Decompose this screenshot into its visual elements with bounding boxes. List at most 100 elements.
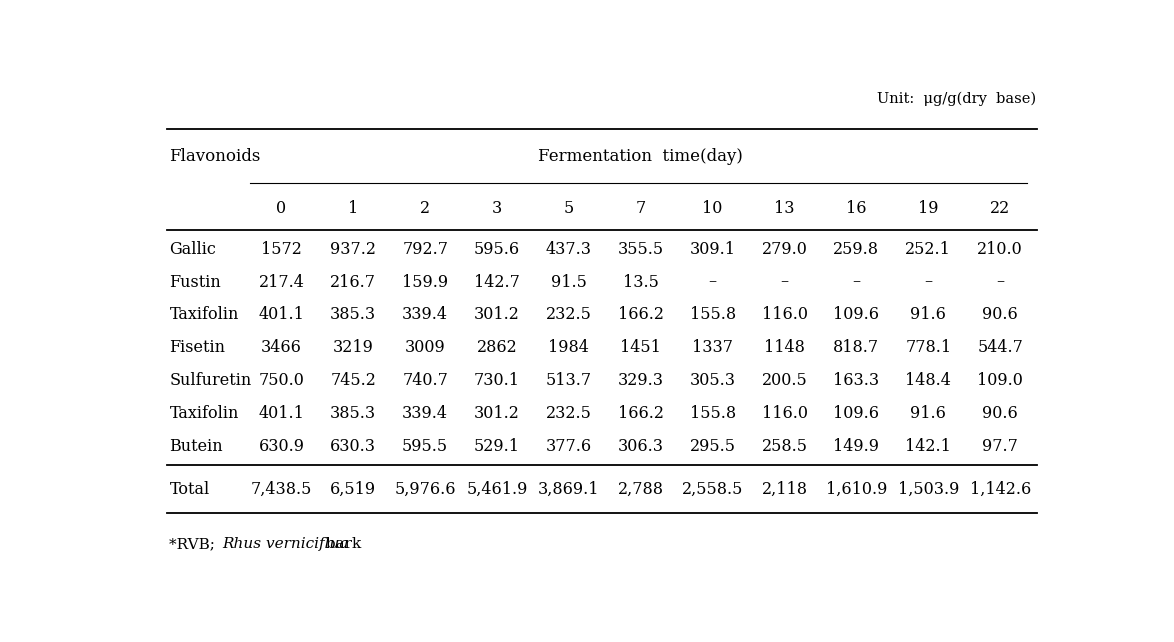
Text: 13.5: 13.5 — [623, 273, 659, 291]
Text: 385.3: 385.3 — [330, 306, 377, 324]
Text: 818.7: 818.7 — [834, 339, 879, 356]
Text: 166.2: 166.2 — [618, 306, 663, 324]
Text: 163.3: 163.3 — [834, 372, 879, 389]
Text: 339.4: 339.4 — [403, 306, 448, 324]
Text: 91.6: 91.6 — [910, 306, 946, 324]
Text: 329.3: 329.3 — [618, 372, 663, 389]
Text: 91.5: 91.5 — [551, 273, 587, 291]
Text: 306.3: 306.3 — [618, 438, 663, 455]
Text: 116.0: 116.0 — [762, 306, 808, 324]
Text: 309.1: 309.1 — [689, 241, 736, 257]
Text: 377.6: 377.6 — [546, 438, 592, 455]
Text: Butein: Butein — [169, 438, 223, 455]
Text: 217.4: 217.4 — [258, 273, 304, 291]
Text: –: – — [709, 273, 717, 291]
Text: 5: 5 — [564, 200, 574, 216]
Text: Flavonoids: Flavonoids — [169, 148, 261, 164]
Text: 10: 10 — [702, 200, 723, 216]
Text: 513.7: 513.7 — [546, 372, 592, 389]
Text: 750.0: 750.0 — [258, 372, 304, 389]
Text: 1337: 1337 — [693, 339, 734, 356]
Text: 2,788: 2,788 — [618, 482, 663, 498]
Text: 1,610.9: 1,610.9 — [825, 482, 888, 498]
Text: 155.8: 155.8 — [689, 306, 736, 324]
Text: 1148: 1148 — [764, 339, 805, 356]
Text: Fermentation  time(day): Fermentation time(day) — [539, 148, 743, 164]
Text: 259.8: 259.8 — [834, 241, 879, 257]
Text: –: – — [996, 273, 1004, 291]
Text: *RVB;: *RVB; — [169, 537, 221, 551]
Text: 116.0: 116.0 — [762, 405, 808, 422]
Text: 1: 1 — [349, 200, 358, 216]
Text: 295.5: 295.5 — [689, 438, 736, 455]
Text: 355.5: 355.5 — [618, 241, 663, 257]
Text: 2: 2 — [420, 200, 430, 216]
Text: 595.5: 595.5 — [403, 438, 448, 455]
Text: 216.7: 216.7 — [330, 273, 377, 291]
Text: 0: 0 — [276, 200, 286, 216]
Text: 7,438.5: 7,438.5 — [251, 482, 312, 498]
Text: Sulfuretin: Sulfuretin — [169, 372, 251, 389]
Text: 159.9: 159.9 — [403, 273, 448, 291]
Text: 595.6: 595.6 — [474, 241, 520, 257]
Text: 210.0: 210.0 — [977, 241, 1023, 257]
Text: Fisetin: Fisetin — [169, 339, 225, 356]
Text: 301.2: 301.2 — [474, 306, 520, 324]
Text: 5,461.9: 5,461.9 — [466, 482, 528, 498]
Text: 2,558.5: 2,558.5 — [682, 482, 743, 498]
Text: 385.3: 385.3 — [330, 405, 377, 422]
Text: 252.1: 252.1 — [905, 241, 951, 257]
Text: 2,118: 2,118 — [762, 482, 808, 498]
Text: 97.7: 97.7 — [983, 438, 1018, 455]
Text: 149.9: 149.9 — [834, 438, 879, 455]
Text: 544.7: 544.7 — [977, 339, 1023, 356]
Text: Gallic: Gallic — [169, 241, 216, 257]
Text: 2862: 2862 — [477, 339, 518, 356]
Text: Total: Total — [169, 482, 210, 498]
Text: 529.1: 529.1 — [474, 438, 520, 455]
Text: Unit:  μg/g(dry  base): Unit: μg/g(dry base) — [877, 92, 1037, 107]
Text: 339.4: 339.4 — [403, 405, 448, 422]
Text: Rhus verniciflua: Rhus verniciflua — [222, 537, 349, 551]
Text: 109.0: 109.0 — [977, 372, 1023, 389]
Text: 3219: 3219 — [333, 339, 373, 356]
Text: 3,869.1: 3,869.1 — [538, 482, 600, 498]
Text: 200.5: 200.5 — [762, 372, 808, 389]
Text: 90.6: 90.6 — [983, 306, 1018, 324]
Text: 155.8: 155.8 — [689, 405, 736, 422]
Text: 630.9: 630.9 — [258, 438, 304, 455]
Text: 937.2: 937.2 — [330, 241, 377, 257]
Text: 232.5: 232.5 — [546, 405, 592, 422]
Text: 90.6: 90.6 — [983, 405, 1018, 422]
Text: 148.4: 148.4 — [905, 372, 951, 389]
Text: 109.6: 109.6 — [834, 306, 879, 324]
Text: 19: 19 — [918, 200, 938, 216]
Text: –: – — [924, 273, 932, 291]
Text: 730.1: 730.1 — [474, 372, 520, 389]
Text: Taxifolin: Taxifolin — [169, 405, 238, 422]
Text: 3009: 3009 — [405, 339, 446, 356]
Text: 166.2: 166.2 — [618, 405, 663, 422]
Text: 91.6: 91.6 — [910, 405, 946, 422]
Text: 109.6: 109.6 — [834, 405, 879, 422]
Text: bark: bark — [321, 537, 360, 551]
Text: 142.1: 142.1 — [905, 438, 951, 455]
Text: 5,976.6: 5,976.6 — [394, 482, 456, 498]
Text: 13: 13 — [775, 200, 795, 216]
Text: 301.2: 301.2 — [474, 405, 520, 422]
Text: 1,142.6: 1,142.6 — [970, 482, 1031, 498]
Text: 22: 22 — [990, 200, 1011, 216]
Text: –: – — [852, 273, 861, 291]
Text: 305.3: 305.3 — [689, 372, 736, 389]
Text: 3466: 3466 — [261, 339, 302, 356]
Text: 745.2: 745.2 — [330, 372, 376, 389]
Text: 7: 7 — [635, 200, 646, 216]
Text: 142.7: 142.7 — [474, 273, 520, 291]
Text: Fustin: Fustin — [169, 273, 221, 291]
Text: 778.1: 778.1 — [905, 339, 951, 356]
Text: 279.0: 279.0 — [762, 241, 808, 257]
Text: 3: 3 — [492, 200, 502, 216]
Text: 437.3: 437.3 — [546, 241, 592, 257]
Text: 1572: 1572 — [261, 241, 302, 257]
Text: 401.1: 401.1 — [258, 306, 304, 324]
